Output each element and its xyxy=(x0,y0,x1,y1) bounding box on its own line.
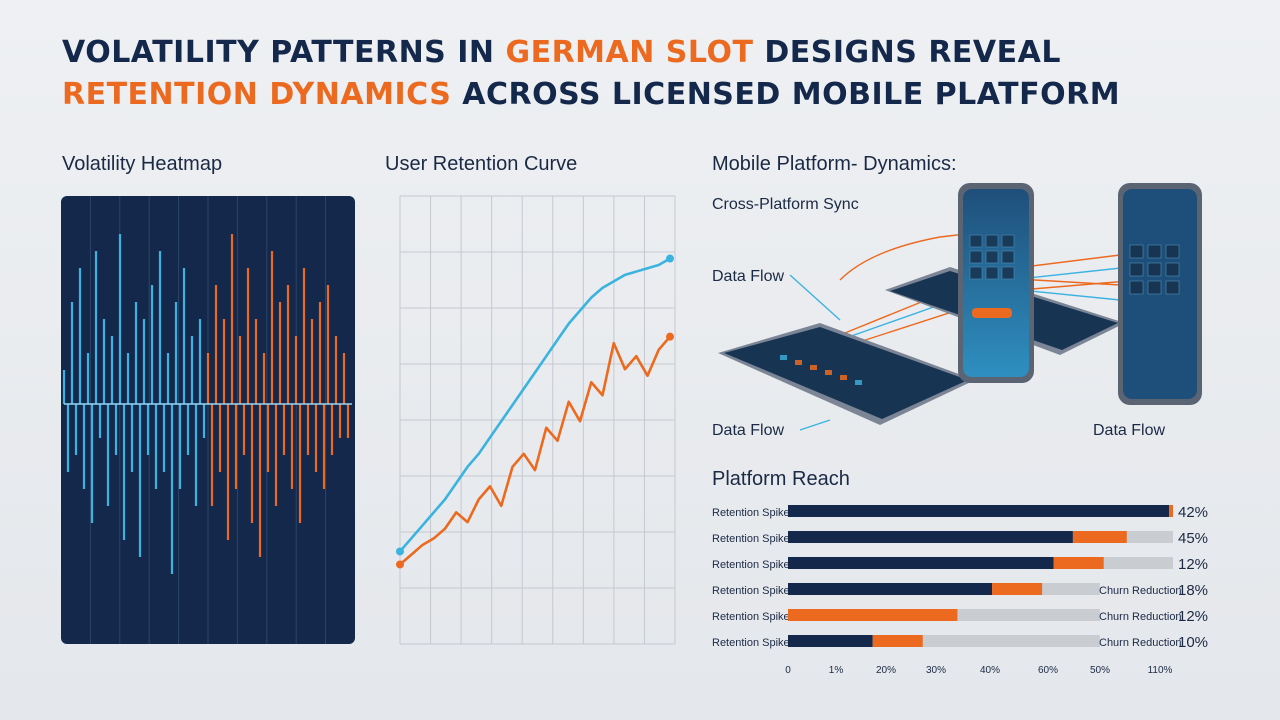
reach-row-label: Retention Spike xyxy=(712,637,790,649)
reach-tick-label: 0 xyxy=(785,665,791,676)
reach-tick-label: 60% xyxy=(1038,665,1058,676)
reach-bar-navy xyxy=(788,635,873,647)
reach-tick-label: 50% xyxy=(1090,665,1110,676)
title-line1-b: DESIGNS REVEAL xyxy=(753,35,1061,70)
reach-row-label: Retention Spike xyxy=(712,559,790,571)
reach-bar-orange xyxy=(1169,505,1173,517)
reach-value-label: 12% xyxy=(1178,608,1208,625)
reach-bar-navy xyxy=(788,583,993,595)
retention-line-orange xyxy=(399,335,671,566)
platform-reach-chart: Retention Spike 42% Retention Spike 45% Rete… xyxy=(712,504,1208,676)
reach-bar-navy xyxy=(788,557,1054,569)
reach-tick-label: 40% xyxy=(980,665,1000,676)
reach-churn-label: Churn Reduction xyxy=(1099,585,1182,597)
retention-point xyxy=(666,254,674,263)
cross-platform-sync-label: Cross-Platform Sync xyxy=(712,196,859,213)
reach-row-label: Retention Spike xyxy=(712,507,790,519)
reach-tick-label: 20% xyxy=(876,665,896,676)
heatmap-label: Volatility Heatmap xyxy=(62,153,223,175)
reach-bar-orange xyxy=(788,609,958,621)
retention-label: User Retention Curve xyxy=(385,153,578,175)
title-line1-highlight: GERMAN SLOT xyxy=(505,35,754,70)
reach-bar-orange xyxy=(872,635,923,647)
data-flow-label-3: Data Flow xyxy=(1093,422,1166,439)
reach-churn-label: Churn Reduction xyxy=(1099,611,1182,623)
reach-value-label: 18% xyxy=(1178,582,1208,599)
page-title: VOLATILITY PATTERNS IN GERMAN SLOT DESIG… xyxy=(62,32,1242,116)
reach-bar-orange xyxy=(1053,557,1104,569)
mobile-label: Mobile Platform- Dynamics: xyxy=(712,153,957,175)
title-line2-b: ACROSS LICENSED MOBILE PLATFORM xyxy=(451,77,1121,112)
reach-value-label: 12% xyxy=(1178,556,1208,573)
retention-line-cyan xyxy=(399,257,671,553)
retention-point xyxy=(396,560,404,569)
reach-tick-label: 1% xyxy=(829,665,844,676)
retention-curve-chart xyxy=(396,195,676,645)
mobile-devices-illustration xyxy=(718,183,1202,431)
data-flow-label-1: Data Flow xyxy=(712,268,785,285)
reach-bar-orange xyxy=(992,583,1043,595)
platform-reach-label: Platform Reach xyxy=(712,468,850,490)
data-flow-label-2: Data Flow xyxy=(712,422,785,439)
title-line2-highlight: RETENTION DYNAMICS xyxy=(62,77,452,112)
retention-point xyxy=(396,547,404,556)
phone-upright-middle xyxy=(958,183,1034,383)
reach-tick-label: 30% xyxy=(926,665,946,676)
reach-row-label: Retention Spike xyxy=(712,585,790,597)
reach-value-label: 45% xyxy=(1178,530,1208,547)
volatility-heatmap-chart xyxy=(61,196,355,644)
reach-row-label: Retention Spike xyxy=(712,533,790,545)
reach-bar-orange xyxy=(1072,531,1127,543)
reach-row-label: Retention Spike xyxy=(712,611,790,623)
phone-upright-right xyxy=(1118,183,1202,405)
reach-value-label: 10% xyxy=(1178,634,1208,651)
reach-tick-label: 110% xyxy=(1148,665,1173,676)
retention-point xyxy=(666,332,674,341)
phone-flat-left xyxy=(718,323,975,425)
reach-churn-label: Churn Reduction xyxy=(1099,637,1182,649)
reach-bar-navy xyxy=(788,505,1170,517)
reach-value-label: 42% xyxy=(1178,504,1208,521)
title-line1-a: VOLATILITY PATTERNS IN xyxy=(62,35,506,70)
reach-bar-navy xyxy=(788,531,1073,543)
